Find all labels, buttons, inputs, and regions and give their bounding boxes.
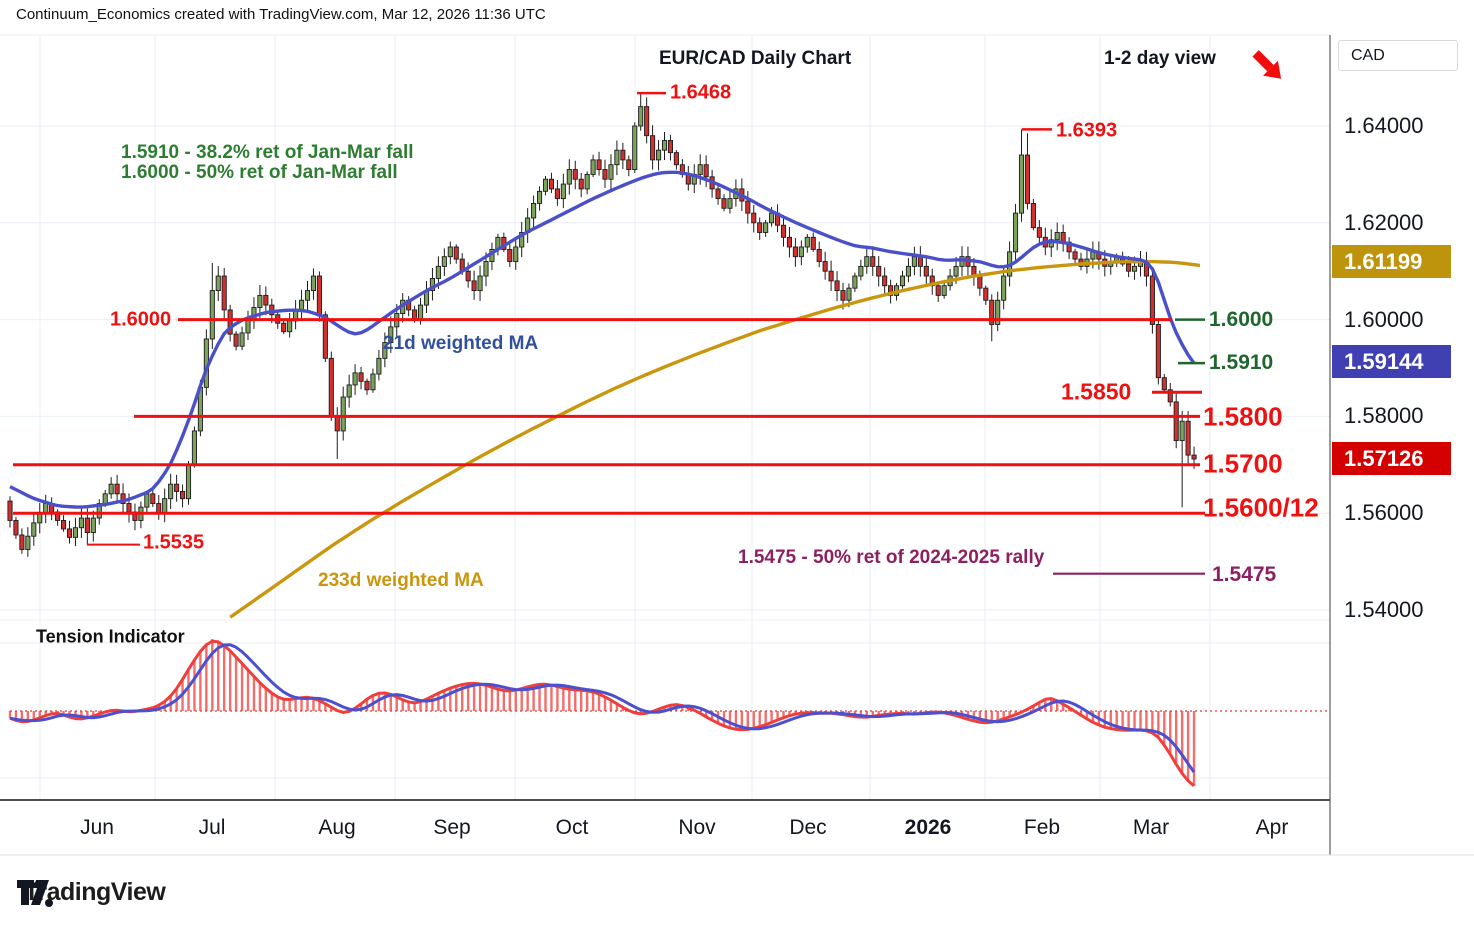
- attribution-text: Continuum_Economics created with Trading…: [16, 6, 546, 23]
- fib-note-line2: 1.6000 - 50% ret of Jan-Mar fall: [121, 162, 398, 183]
- month-label-jul: Jul: [198, 816, 226, 839]
- fib-50-level-label: 1.6000: [1209, 308, 1274, 331]
- last-price-badge: 1.57126: [1332, 442, 1451, 476]
- level-1-5850-label: 1.5850: [1061, 378, 1132, 405]
- down-right-arrow-icon: [1249, 42, 1291, 84]
- month-label-jun: Jun: [80, 816, 114, 839]
- jun-low-price-label: 1.5535: [143, 531, 205, 554]
- price-tick-label: 1.64000: [1344, 113, 1424, 138]
- feb-high-price-label: 1.6393: [1056, 119, 1118, 142]
- currency-selector[interactable]: CAD: [1338, 40, 1458, 71]
- ma233-value-badge: 1.61199: [1332, 245, 1451, 279]
- price-tick-label: 1.58000: [1344, 403, 1424, 429]
- fib-1-5475-level-label: 1.5475: [1212, 563, 1277, 586]
- month-label-apr: Apr: [1255, 816, 1289, 839]
- fib-note-line1: 1.5910 - 38.2% ret of Jan-Mar fall: [121, 142, 414, 163]
- month-label-aug: Aug: [318, 816, 356, 839]
- price-tick-label: 1.62000: [1344, 209, 1424, 235]
- support-1-5700-label: 1.5700: [1203, 448, 1283, 479]
- month-label-sep: Sep: [433, 816, 471, 839]
- tension-indicator-title: Tension Indicator: [36, 626, 185, 647]
- support-1-5600-12-label: 1.5600/12: [1203, 492, 1319, 523]
- fib-retracement-note-purple: 1.5475 - 50% ret of 2024-2025 rally: [738, 547, 1045, 568]
- ma233-line-label: 233d weighted MA: [318, 570, 484, 591]
- ma21-line-label: 21d weighted MA: [383, 333, 539, 354]
- fib-retracement-note-green: 1.5910 - 38.2% ret of Jan-Mar fall 1.600…: [121, 143, 414, 183]
- page-title: EUR/CAD Daily Chart: [659, 48, 852, 69]
- month-label-mar: Mar: [1132, 816, 1170, 839]
- ma21-value-badge: 1.59144: [1332, 344, 1451, 378]
- month-label-nov: Nov: [678, 816, 716, 839]
- oct-high-price-label: 1.6468: [670, 81, 732, 104]
- month-label-2026: 2026: [904, 816, 952, 839]
- month-label-feb: Feb: [1023, 816, 1061, 839]
- month-label-oct: Oct: [555, 816, 589, 839]
- tradingview-logo[interactable]: TradingView: [16, 878, 166, 907]
- price-tick-label: 1.56000: [1344, 500, 1424, 526]
- tradingview-logo-text: TradingView: [24, 878, 166, 906]
- month-label-dec: Dec: [789, 816, 827, 839]
- fib-382-level-label: 1.5910: [1209, 351, 1274, 374]
- resistance-1-6000-label: 1.6000: [110, 308, 172, 331]
- price-tick-label: 1.54000: [1344, 597, 1424, 622]
- view-horizon-note: 1-2 day view: [1104, 48, 1216, 69]
- support-1-5800-label: 1.5800: [1203, 401, 1283, 432]
- price-tick-label: 1.60000: [1344, 306, 1424, 332]
